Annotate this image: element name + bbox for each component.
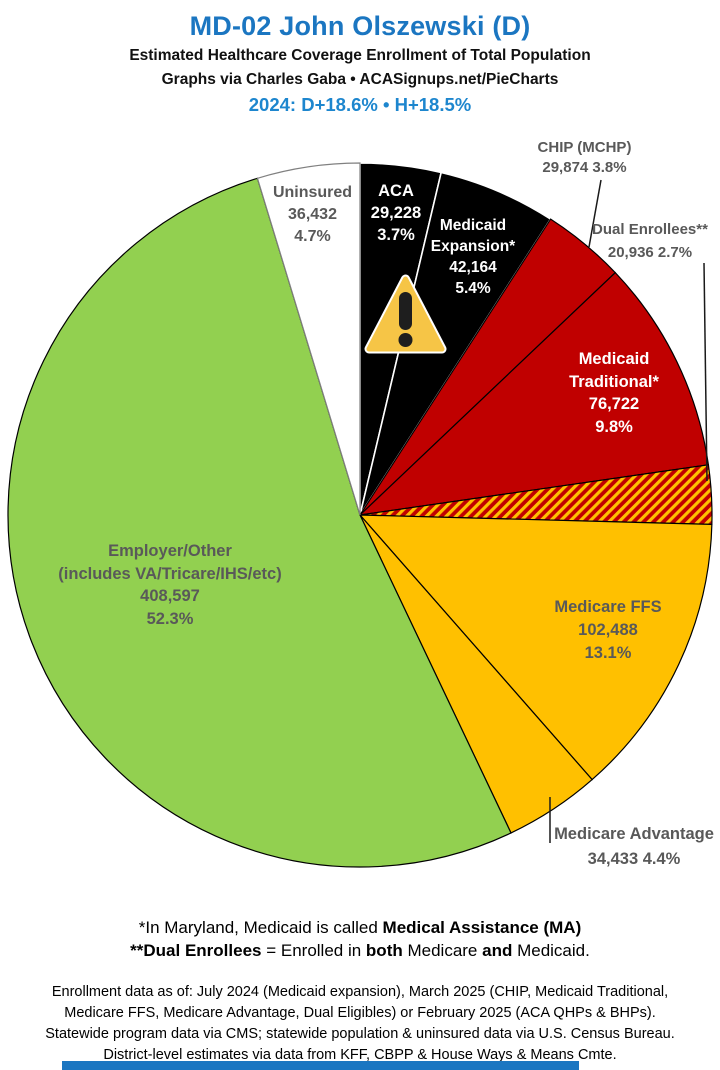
disclaimer-line: District-level estimates via data from K… <box>103 1047 617 1063</box>
slice-pct: 4.7% <box>294 228 331 245</box>
medicaid-traditional-slice-label: Medicaid Traditional* 76,722 9.8% <box>544 348 684 438</box>
medicare-ffs-slice-label: Medicare FFS 102,488 13.1% <box>538 596 678 665</box>
slice-value: 29,228 <box>370 204 422 222</box>
slice-value: 102,488 <box>578 621 638 639</box>
slice-name: Dual Enrollees** <box>592 221 708 238</box>
slice-pct: 52.3% <box>146 609 194 628</box>
partisan-lean-bar <box>62 1061 579 1070</box>
slice-name: Medicare FFS <box>554 598 662 616</box>
footnote-bold-text: Medical Assistance (MA) <box>382 918 582 937</box>
page-title: MD-02 John Olszewski (D) <box>189 11 531 41</box>
slice-value: 36,432 <box>288 206 337 223</box>
slice-name: ACA <box>378 182 414 200</box>
partisan-lean-line: 2024: D+18.6% • H+18.5% <box>248 94 472 115</box>
footnote-bold-text: **Dual Enrollees <box>130 941 262 960</box>
slice-value: 42,164 <box>449 259 497 276</box>
slice-name: Uninsured <box>272 184 353 201</box>
footnote-bold-text: both <box>365 941 403 960</box>
slice-name: Employer/Other <box>108 542 232 560</box>
medicaid-expansion-slice-label: Medicaid Expansion* 42,164 5.4% <box>409 215 537 299</box>
slice-name: CHIP (MCHP) <box>537 139 632 156</box>
footnote-text: Medicare <box>402 941 483 960</box>
disclaimer-line: Enrollment data as of: July 2024 (Medica… <box>51 984 669 1000</box>
warning-triangle-icon <box>364 274 447 354</box>
footnote-text: = Enrolled in <box>261 941 366 960</box>
slice-name-2: (includes VA/Tricare/IHS/etc) <box>58 564 282 583</box>
pie-slice-employer-other <box>7 177 512 868</box>
uninsured-slice-label: Uninsured 36,432 4.7% <box>250 182 375 248</box>
pie-slice-uninsured <box>256 162 361 516</box>
slice-value: 76,722 <box>588 395 640 413</box>
chip-callout-label: CHIP (MCHP) 29,874 3.8% <box>517 138 652 178</box>
slice-name-2: Expansion* <box>430 238 516 255</box>
slice-name: Medicaid <box>439 217 507 234</box>
dual-enrollees-callout-line <box>703 262 708 482</box>
pie-slice-medicare-ffs <box>358 514 713 781</box>
disclaimer-line: Statewide program data via CMS; statewid… <box>45 1026 675 1042</box>
aca-slice-label: ACA 29,228 3.7% <box>346 180 446 246</box>
slice-name: Medicaid <box>578 350 650 368</box>
employer-other-slice-label: Employer/Other (includes VA/Tricare/IHS/… <box>40 540 300 630</box>
slice-name-2: Traditional* <box>569 372 659 391</box>
footnote-bold-text: and <box>482 941 513 960</box>
data-source-disclaimer: Enrollment data as of: July 2024 (Medica… <box>0 982 720 1066</box>
footnote-medicaid-name: *In Maryland, Medicaid is called Medical… <box>0 918 720 938</box>
slice-pct: 9.8% <box>595 417 633 436</box>
slice-value-pct: 29,874 3.8% <box>542 159 627 176</box>
chip-callout-line <box>588 179 602 248</box>
slice-pct: 13.1% <box>584 644 632 662</box>
slice-value: 408,597 <box>140 587 200 605</box>
footnote-text: Medicaid. <box>512 941 590 960</box>
dual-enrollees-callout-label: Dual Enrollees** 20,936 2.7% <box>580 218 720 264</box>
chart-attribution: Graphs via Charles Gaba • ACASignups.net… <box>161 71 559 88</box>
slice-name: Medicare Advantage <box>554 825 714 843</box>
slice-value-pct: 20,936 2.7% <box>607 244 693 261</box>
footnote-dual-enrollees: **Dual Enrollees = Enrolled in both Medi… <box>0 941 720 961</box>
slice-pct: 3.7% <box>377 226 415 244</box>
slice-pct: 5.4% <box>455 280 491 297</box>
slice-value-pct: 34,433 4.4% <box>587 850 681 868</box>
footnote-text: *In Maryland, Medicaid is called <box>138 918 383 937</box>
disclaimer-line: Medicare FFS, Medicare Advantage, Dual E… <box>64 1005 656 1021</box>
medicare-advantage-callout-label: Medicare Advantage 34,433 4.4% <box>550 822 718 872</box>
chart-subtitle: Estimated Healthcare Coverage Enrollment… <box>129 47 591 64</box>
